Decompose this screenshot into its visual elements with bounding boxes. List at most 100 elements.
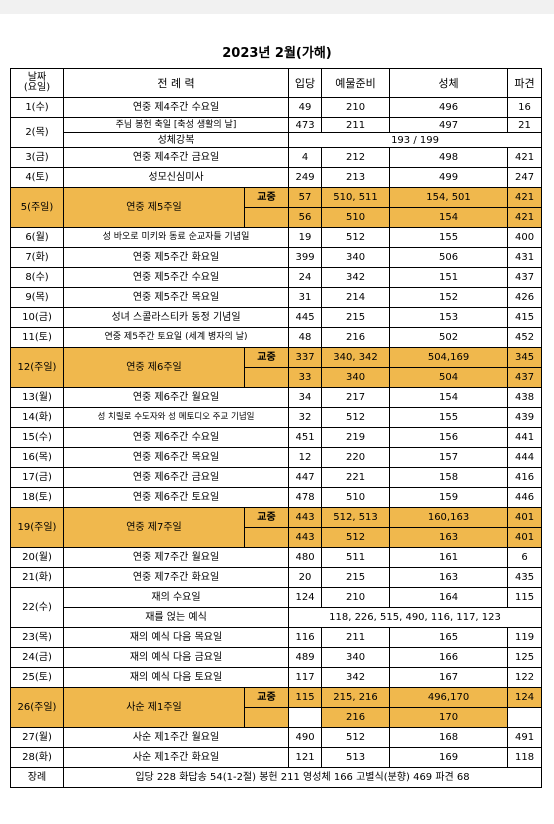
entrance-cell: 20 xyxy=(288,567,323,588)
mass-tag: 교중 xyxy=(243,187,290,208)
liturgy-cell: 연중 제5주간 토요일 (세계 병자의 날) xyxy=(62,327,290,348)
offertory-cell: 512 xyxy=(321,727,391,748)
recessional-cell: 415 xyxy=(507,307,543,328)
entrance-cell: 116 xyxy=(288,627,323,648)
offertory-cell: 217 xyxy=(321,387,391,408)
mass-tag: 교중 xyxy=(243,347,290,368)
mass-tag-empty xyxy=(243,707,290,728)
recessional-cell: 345 xyxy=(507,347,543,368)
recessional-cell: 125 xyxy=(507,647,543,668)
communion-cell: 168 xyxy=(389,727,509,748)
recessional-cell: 6 xyxy=(507,547,543,568)
entrance-cell: 443 xyxy=(288,527,323,548)
hymn-schedule-table: 날짜 (요일) 전 례 력 입당 예물준비 성체 파견 1(수) 연중 제4주간 … xyxy=(10,68,543,788)
recessional-cell: 401 xyxy=(507,527,543,548)
liturgy-cell: 연중 제5주간 수요일 xyxy=(62,267,290,288)
date-cell: 2(목) xyxy=(10,117,64,148)
communion-cell: 160,163 xyxy=(389,507,509,528)
communion-cell: 496 xyxy=(389,97,509,118)
funeral-hymns: 입당 228 화답송 54(1-2절) 봉헌 211 영성체 166 고별식(분… xyxy=(62,767,543,788)
table-row: 24(금) 재의 예식 다음 금요일 489 340 166 125 xyxy=(10,647,543,668)
date-cell: 12(주일) xyxy=(10,347,64,388)
recessional-cell: 115 xyxy=(507,587,543,608)
date-cell: 3(금) xyxy=(10,147,64,168)
date-cell: 10(금) xyxy=(10,307,64,328)
communion-cell: 164 xyxy=(389,587,509,608)
communion-cell: 166 xyxy=(389,647,509,668)
date-cell: 26(주일) xyxy=(10,687,64,728)
communion-cell: 169 xyxy=(389,747,509,768)
date-cell: 11(토) xyxy=(10,327,64,348)
date-cell: 18(토) xyxy=(10,487,64,508)
date-cell: 17(금) xyxy=(10,467,64,488)
table-subrow: 재를 얹는 예식 118, 226, 515, 490, 116, 117, 1… xyxy=(11,607,543,628)
table-row: 11(토) 연중 제5주간 토요일 (세계 병자의 날) 48 216 502 … xyxy=(10,327,543,348)
entrance-cell: 447 xyxy=(288,467,323,488)
offertory-cell: 212 xyxy=(321,147,391,168)
mass-tag-empty xyxy=(243,367,290,388)
communion-cell: 154 xyxy=(389,207,509,228)
communion-cell: 153 xyxy=(389,307,509,328)
header-recessional: 파견 xyxy=(507,68,543,98)
entrance-cell: 48 xyxy=(288,327,323,348)
communion-cell: 498 xyxy=(389,147,509,168)
ash-rite-hymns: 118, 226, 515, 490, 116, 117, 123 xyxy=(288,607,543,628)
entrance-cell: 480 xyxy=(288,547,323,568)
recessional-cell: 421 xyxy=(507,147,543,168)
entrance-cell: 124 xyxy=(288,587,323,608)
entrance-cell: 337 xyxy=(288,347,323,368)
communion-cell: 151 xyxy=(389,267,509,288)
communion-cell: 157 xyxy=(389,447,509,468)
recessional-cell: 437 xyxy=(507,367,543,388)
communion-cell: 170 xyxy=(389,707,509,728)
recessional-cell: 421 xyxy=(507,207,543,228)
liturgy-cell: 연중 제6주간 토요일 xyxy=(62,487,290,508)
offertory-cell: 340, 342 xyxy=(321,347,391,368)
date-cell: 1(수) xyxy=(10,97,64,118)
header-date: 날짜 (요일) xyxy=(10,68,64,98)
entrance-cell: 4 xyxy=(288,147,323,168)
table-row: 27(월) 사순 제1주간 월요일 490 512 168 491 xyxy=(10,727,543,748)
entrance-cell: 57 xyxy=(288,187,323,208)
date-cell: 19(주일) xyxy=(10,507,64,548)
liturgy-cell: 연중 제4주간 수요일 xyxy=(62,97,290,118)
communion-cell: 155 xyxy=(389,407,509,428)
date-cell: 9(목) xyxy=(10,287,64,308)
header-offertory: 예물준비 xyxy=(321,68,391,98)
communion-cell: 496,170 xyxy=(389,687,509,708)
date-cell: 13(월) xyxy=(10,387,64,408)
offertory-cell: 221 xyxy=(321,467,391,488)
liturgy-cell: 연중 제5주간 목요일 xyxy=(62,287,290,308)
date-cell: 16(목) xyxy=(10,447,64,468)
recessional-cell: 124 xyxy=(507,687,543,708)
sunday-row: 19(주일) 연중 제7주일 교중 443 512, 513 160,163 4… xyxy=(10,507,543,548)
date-cell: 21(화) xyxy=(10,567,64,588)
liturgy-cell: 연중 제7주간 월요일 xyxy=(62,547,290,568)
funeral-label: 장례 xyxy=(10,767,64,788)
offertory-cell: 214 xyxy=(321,287,391,308)
offertory-cell: 210 xyxy=(321,97,391,118)
table-row: 6(월) 성 바오로 미키와 동료 순교자들 기념일 19 512 155 40… xyxy=(10,227,543,248)
recessional-cell: 119 xyxy=(507,627,543,648)
communion-cell: 154, 501 xyxy=(389,187,509,208)
communion-cell: 167 xyxy=(389,667,509,688)
sunday-subrow: 33 340 504 437 xyxy=(11,367,543,388)
offertory-cell: 513 xyxy=(321,747,391,768)
communion-cell: 159 xyxy=(389,487,509,508)
recessional-cell: 439 xyxy=(507,407,543,428)
entrance-cell: 451 xyxy=(288,427,323,448)
communion-cell: 502 xyxy=(389,327,509,348)
date-cell: 25(토) xyxy=(10,667,64,688)
date-cell: 8(수) xyxy=(10,267,64,288)
table-subrow: 성체강복 193 / 199 xyxy=(11,132,543,148)
offertory-cell: 215 xyxy=(321,307,391,328)
offertory-cell: 342 xyxy=(321,667,391,688)
liturgy-cell: 연중 제7주일 xyxy=(63,507,245,548)
liturgy-cell: 연중 제6주간 금요일 xyxy=(62,467,290,488)
table-row: 4(토) 성모신심미사 249 213 499 247 xyxy=(10,167,543,188)
liturgy-cell: 재의 예식 다음 토요일 xyxy=(62,667,290,688)
table-row: 17(금) 연중 제6주간 금요일 447 221 158 416 xyxy=(10,467,543,488)
liturgy-cell: 연중 제4주간 금요일 xyxy=(62,147,290,168)
entrance-cell: 445 xyxy=(288,307,323,328)
offertory-cell: 512 xyxy=(321,407,391,428)
